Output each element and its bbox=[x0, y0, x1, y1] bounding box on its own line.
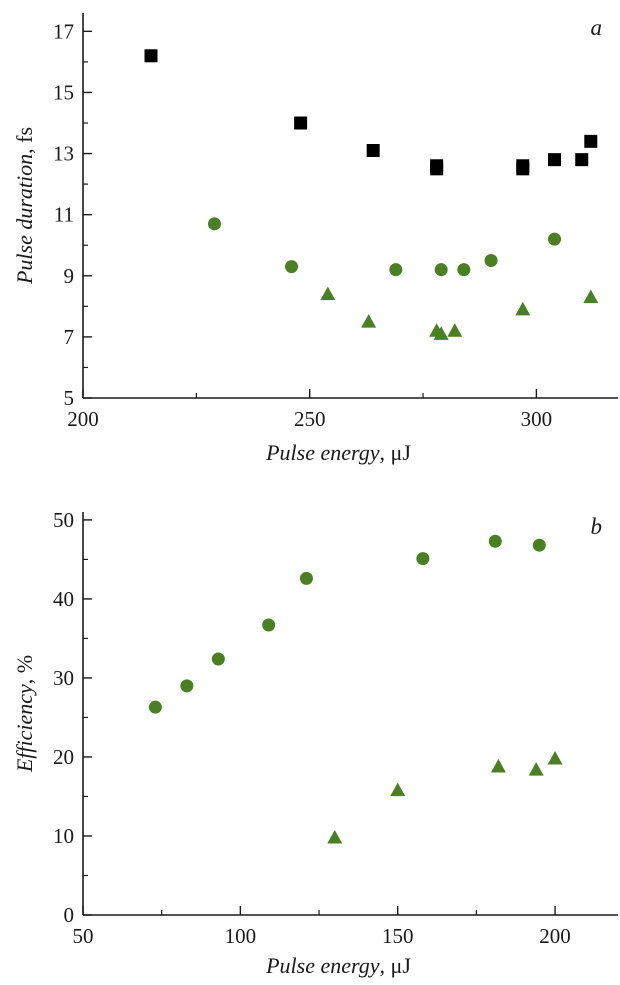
x-axis-label-name: Pulse energy bbox=[265, 440, 380, 465]
data-point-circle bbox=[389, 263, 403, 277]
series-triangle bbox=[327, 751, 563, 844]
data-point-triangle bbox=[490, 758, 506, 773]
data-point-triangle bbox=[320, 286, 336, 301]
x-tick-label: 150 bbox=[382, 924, 414, 948]
x-tick-label: 250 bbox=[294, 407, 326, 431]
data-point-square bbox=[294, 116, 308, 130]
data-point-circle bbox=[148, 700, 162, 714]
x-axis-label-name: Pulse energy bbox=[265, 953, 380, 978]
y-tick-label: 20 bbox=[53, 745, 74, 769]
y-axis-label: Efficiency, % bbox=[12, 655, 37, 773]
y-tick-label: 9 bbox=[64, 264, 75, 288]
panel-label: a bbox=[591, 15, 603, 40]
data-point-triangle bbox=[327, 830, 343, 844]
x-tick-label: 200 bbox=[539, 924, 571, 948]
panel-b: 0 10 20 30 40 50 50 100 150 200 b Pulse energy, μJ E… bbox=[12, 508, 618, 978]
data-point-circle bbox=[211, 652, 225, 666]
x-tick-label: 200 bbox=[67, 407, 99, 431]
data-point-circle bbox=[262, 618, 276, 632]
data-point-triangle bbox=[528, 762, 544, 776]
series-triangle bbox=[320, 286, 599, 340]
data-point-square bbox=[548, 153, 562, 167]
data-point-circle bbox=[299, 571, 313, 585]
data-point-circle bbox=[207, 217, 221, 231]
y-axis-label-name: Pulse duration bbox=[12, 154, 37, 285]
x-axis-label: Pulse energy, μJ bbox=[265, 440, 411, 465]
y-tick-label: 7 bbox=[64, 325, 75, 349]
y-axis-label-unit: , % bbox=[12, 655, 37, 684]
data-point-triangle bbox=[547, 751, 563, 765]
y-axis-label-unit: , fs bbox=[12, 127, 37, 154]
data-point-circle bbox=[484, 254, 498, 267]
data-point-square bbox=[516, 162, 530, 176]
y-tick-label: 30 bbox=[53, 666, 74, 690]
data-point-triangle bbox=[447, 323, 463, 337]
y-axis-label-name: Efficiency bbox=[12, 684, 37, 773]
data-point-triangle bbox=[361, 314, 377, 328]
data-point-circle bbox=[548, 232, 562, 246]
x-tick-label: 100 bbox=[225, 924, 257, 948]
panel-label: b bbox=[591, 514, 603, 539]
x-tick-label: 300 bbox=[521, 407, 553, 431]
y-tick-label: 11 bbox=[54, 203, 74, 227]
data-point-square bbox=[575, 153, 589, 167]
data-point-circle bbox=[416, 552, 430, 566]
x-axis-label-unit: , μJ bbox=[380, 440, 412, 465]
x-axis-label: Pulse energy, μJ bbox=[265, 953, 411, 978]
data-point-square bbox=[584, 134, 598, 148]
data-point-circle bbox=[532, 538, 546, 552]
y-tick-label: 17 bbox=[53, 19, 74, 43]
data-point-circle bbox=[180, 679, 194, 693]
series-circle bbox=[148, 534, 546, 714]
data-point-triangle bbox=[515, 301, 531, 316]
y-tick-label: 13 bbox=[53, 142, 74, 166]
data-point-square bbox=[144, 49, 158, 63]
data-point-triangle bbox=[433, 326, 449, 340]
x-axis-label-unit: , μJ bbox=[380, 953, 412, 978]
data-point-circle bbox=[285, 260, 299, 274]
data-point-circle bbox=[434, 263, 448, 277]
y-tick-label: 0 bbox=[64, 903, 75, 927]
data-point-triangle bbox=[390, 782, 406, 797]
y-tick-label: 15 bbox=[53, 80, 74, 104]
y-tick-label: 50 bbox=[53, 508, 74, 532]
series-circle bbox=[207, 217, 562, 277]
x-tick-label: 50 bbox=[73, 924, 94, 948]
data-point-circle bbox=[488, 534, 502, 548]
data-point-triangle bbox=[583, 289, 599, 304]
series-square bbox=[144, 49, 598, 176]
y-tick-label: 5 bbox=[64, 386, 75, 410]
data-point-square bbox=[366, 144, 380, 157]
data-point-square bbox=[430, 162, 444, 176]
data-point-circle bbox=[457, 263, 471, 277]
y-axis-label: Pulse duration, fs bbox=[12, 127, 37, 285]
y-tick-label: 10 bbox=[53, 824, 74, 848]
y-tick-label: 40 bbox=[53, 587, 74, 611]
